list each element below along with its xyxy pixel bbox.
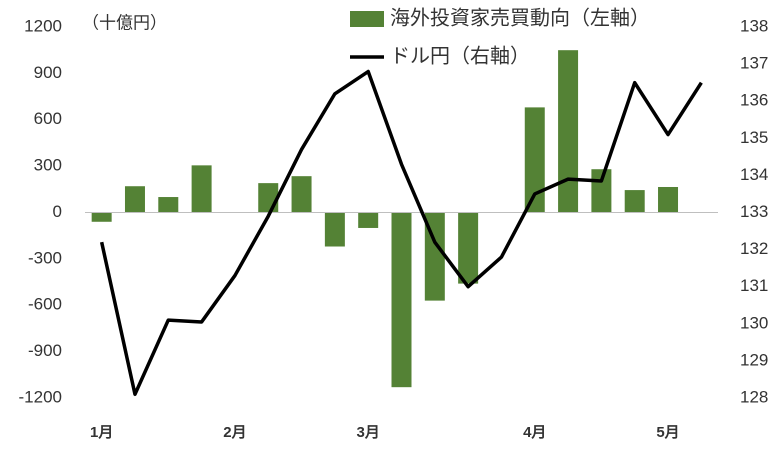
y2-tick-label: 133 xyxy=(740,202,768,221)
y-tick-label: -600 xyxy=(28,295,62,314)
bar xyxy=(458,212,479,284)
y2-tick-label: 132 xyxy=(740,239,768,258)
y-tick-label: -300 xyxy=(28,248,62,267)
bar xyxy=(558,50,579,213)
bar xyxy=(658,186,679,213)
x-tick-label: 2月 xyxy=(223,424,246,441)
bar xyxy=(258,183,279,213)
y-tick-label: 0 xyxy=(53,202,62,221)
bar xyxy=(624,190,645,213)
y-tick-label: 1200 xyxy=(24,16,62,35)
y2-tick-label: 138 xyxy=(740,16,768,35)
y2-tick-label: 134 xyxy=(740,165,768,184)
y2-tick-label: 130 xyxy=(740,313,768,332)
y-tick-label: 300 xyxy=(34,156,62,175)
y-tick-label: -900 xyxy=(28,341,62,360)
bar xyxy=(358,212,379,228)
y-tick-label: -1200 xyxy=(19,387,62,406)
y2-tick-label: 128 xyxy=(740,387,768,406)
y2-tick-label: 137 xyxy=(740,54,768,73)
y-tick-label: 900 xyxy=(34,63,62,82)
bar xyxy=(91,212,112,222)
bar xyxy=(124,186,145,213)
bar xyxy=(524,107,545,213)
y2-tick-label: 129 xyxy=(740,350,768,369)
x-tick-label: 5月 xyxy=(656,424,679,441)
bar xyxy=(191,165,212,213)
legend-label: 海外投資家売買動向（左軸） xyxy=(390,6,650,29)
legend-label: ドル円（右軸） xyxy=(390,44,530,67)
unit-label: （十億円） xyxy=(82,13,167,32)
x-tick-label: 4月 xyxy=(523,424,546,441)
legend-swatch xyxy=(350,11,384,27)
x-tick-label: 3月 xyxy=(357,424,380,441)
y2-tick-label: 135 xyxy=(740,128,768,147)
bar xyxy=(391,212,412,388)
y2-tick-label: 136 xyxy=(740,91,768,110)
bar xyxy=(291,176,312,213)
line xyxy=(99,69,703,397)
bar xyxy=(324,212,345,247)
y-tick-label: 600 xyxy=(34,109,62,128)
bar xyxy=(158,197,179,213)
x-tick-label: 1月 xyxy=(90,424,113,441)
y2-tick-label: 131 xyxy=(740,276,768,295)
